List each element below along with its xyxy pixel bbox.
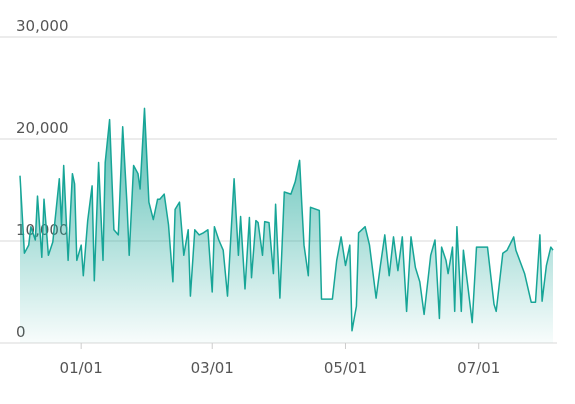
data-line [19,107,554,332]
x-tick-label: 05/01 [324,359,367,377]
y-tick-label: 20,000 [16,119,69,137]
x-tick-label: 03/01 [191,359,234,377]
x-tick-label: 07/01 [457,359,500,377]
x-tick-label: 01/01 [60,359,103,377]
y-tick-label: 30,000 [16,17,69,35]
